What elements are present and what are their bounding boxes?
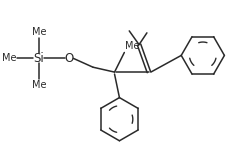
Text: Me: Me — [2, 53, 16, 63]
Text: Si: Si — [34, 52, 44, 65]
Text: Me: Me — [125, 41, 140, 51]
Text: Me: Me — [32, 80, 46, 90]
Text: Me: Me — [32, 27, 46, 37]
Text: O: O — [65, 52, 74, 65]
